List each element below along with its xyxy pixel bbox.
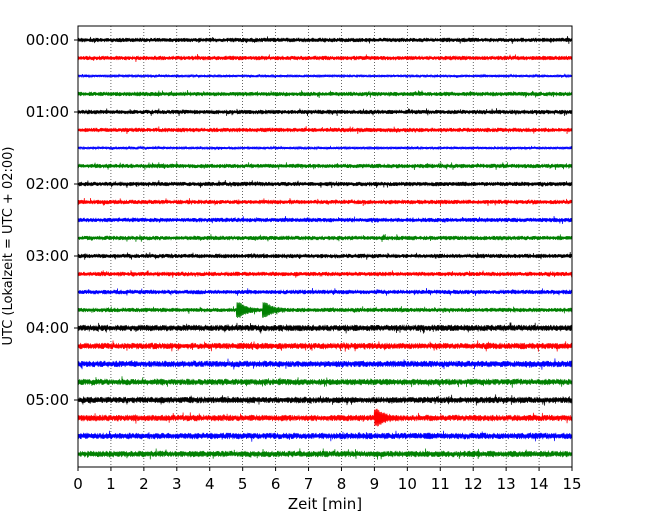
y-tick-label: 05:00	[26, 391, 69, 409]
trace-line	[77, 430, 573, 442]
x-tick-label: 3	[172, 475, 182, 493]
trace-line	[77, 126, 573, 135]
trace-line	[77, 322, 573, 334]
x-tick-label: 2	[139, 475, 149, 493]
trace-line	[77, 408, 573, 427]
y-tick-label: 03:00	[26, 247, 69, 265]
trace-line	[77, 197, 573, 207]
trace-line	[77, 162, 573, 171]
x-axis-label: Zeit [min]	[288, 495, 362, 513]
trace-line	[77, 252, 573, 260]
trace-line	[77, 448, 573, 460]
trace-line	[77, 340, 573, 352]
x-tick-label: 7	[304, 475, 314, 493]
y-tick-label: 00:00	[26, 31, 69, 49]
trace-line	[77, 215, 573, 224]
x-axis-ticks: 0 1 2 3 4 5 6 7 8 9 10 11 12 13 14 15	[73, 467, 582, 493]
plot-area	[78, 26, 572, 467]
x-tick-label: 8	[337, 475, 347, 493]
trace-line	[77, 73, 573, 79]
x-tick-label: 1	[106, 475, 116, 493]
trace-line	[77, 53, 573, 62]
x-tick-label: 13	[497, 475, 516, 493]
x-tick-label: 15	[562, 475, 581, 493]
trace-line	[77, 394, 573, 406]
x-tick-label: 5	[238, 475, 248, 493]
x-tick-label: 12	[464, 475, 483, 493]
x-tick-label: 10	[398, 475, 417, 493]
trace-line	[77, 358, 573, 370]
trace-line	[77, 234, 573, 242]
trace-line	[77, 36, 573, 45]
x-tick-label: 9	[370, 475, 380, 493]
x-tick-label: 11	[431, 475, 450, 493]
plot-frame	[77, 25, 573, 468]
y-tick-label: 01:00	[26, 103, 69, 121]
trace-line	[77, 89, 573, 99]
x-tick-label: 6	[271, 475, 281, 493]
y-tick-label: 02:00	[26, 175, 69, 193]
trace-line	[77, 145, 573, 151]
y-tick-label: 04:00	[26, 319, 69, 337]
trace-line	[77, 270, 573, 278]
trace-line	[77, 287, 573, 296]
trace-line	[77, 376, 573, 388]
trace-line	[77, 302, 573, 319]
x-tick-label: 4	[205, 475, 215, 493]
x-tick-label: 14	[530, 475, 549, 493]
x-tick-label: 0	[73, 475, 83, 493]
seismogram-traces	[77, 36, 573, 460]
y-axis-label: UTC (Lokalzeit = UTC + 02:00)	[1, 147, 16, 346]
y-axis-ticks: 00:00 01:00 02:00 03:00 04:00 05:00	[26, 31, 78, 409]
trace-line	[77, 108, 573, 117]
trace-line	[77, 180, 573, 188]
